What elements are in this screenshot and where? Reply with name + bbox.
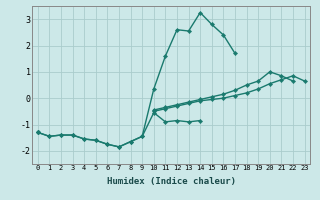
X-axis label: Humidex (Indice chaleur): Humidex (Indice chaleur) (107, 177, 236, 186)
